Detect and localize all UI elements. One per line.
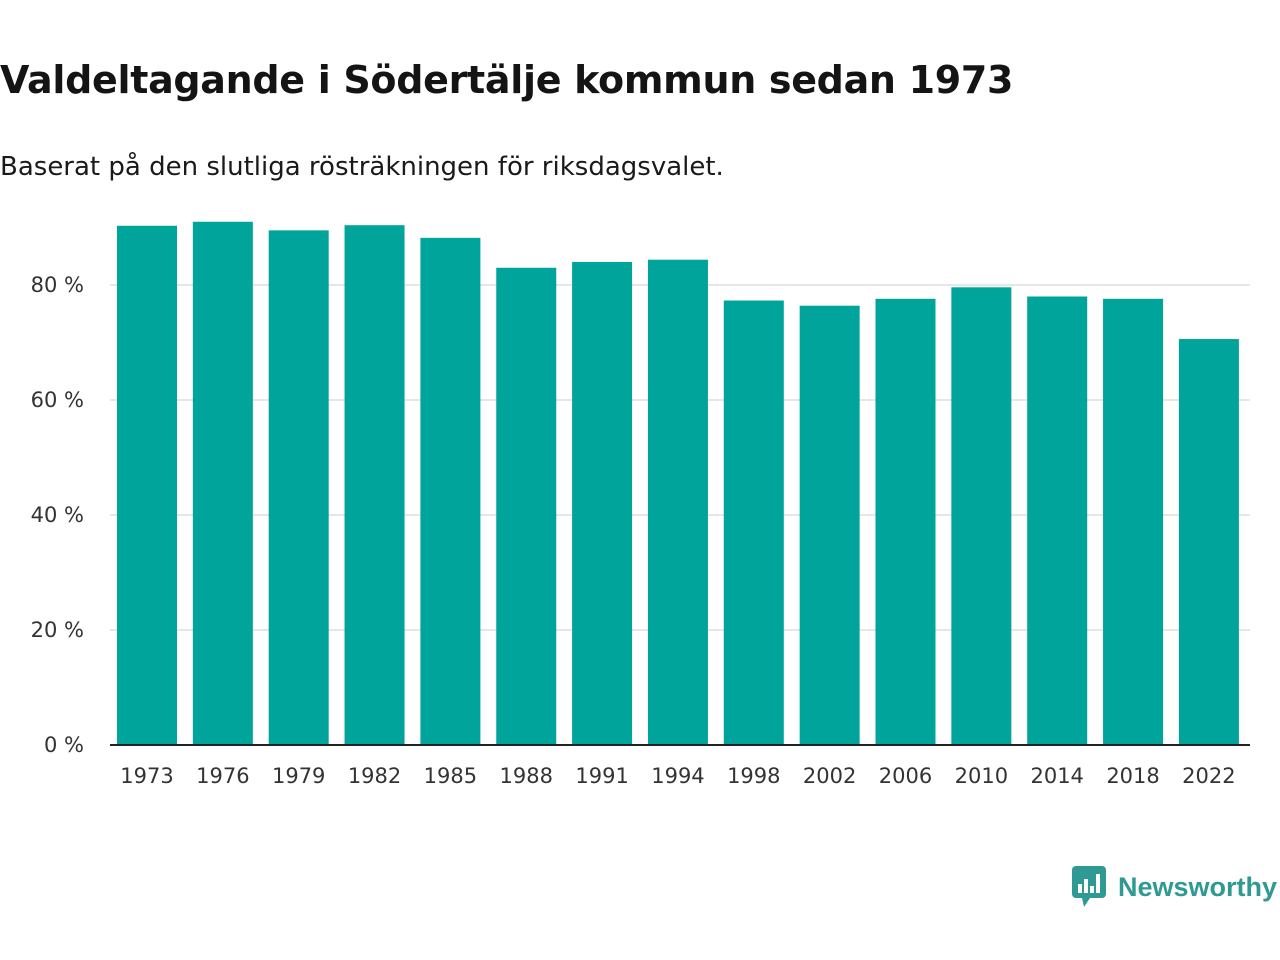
x-tick-label: 1988 bbox=[500, 764, 553, 788]
bar-1988[interactable] bbox=[496, 267, 557, 745]
bar-1998[interactable] bbox=[723, 300, 784, 745]
chart-title: Valdeltagande i Södertälje kommun sedan … bbox=[0, 58, 1014, 102]
bar-1982[interactable] bbox=[344, 225, 405, 745]
bar-2018[interactable] bbox=[1103, 298, 1164, 745]
bar-1994[interactable] bbox=[647, 259, 708, 745]
x-tick-label: 2006 bbox=[879, 764, 932, 788]
y-tick-label: 40 % bbox=[31, 503, 84, 527]
y-tick-label: 0 % bbox=[44, 733, 84, 757]
y-tick-labels: 0 % 20 % 40 % 60 % 80 % bbox=[31, 273, 84, 757]
x-tick-label: 1979 bbox=[272, 764, 325, 788]
bar-1976[interactable] bbox=[192, 221, 253, 745]
bar-2006[interactable] bbox=[875, 298, 936, 745]
bar-1979[interactable] bbox=[268, 230, 329, 745]
brand-logo[interactable]: Newsworthy bbox=[1072, 866, 1277, 908]
x-tick-label: 2010 bbox=[955, 764, 1008, 788]
newsworthy-logo-icon bbox=[1072, 866, 1106, 907]
x-tick-label: 1998 bbox=[727, 764, 780, 788]
chart-subtitle: Baserat på den slutliga rösträkningen fö… bbox=[0, 152, 724, 182]
bar-2002[interactable] bbox=[799, 305, 860, 745]
x-tick-labels: 1973 1976 1979 1982 1985 1988 1991 1994 1998 2002… bbox=[120, 764, 1235, 788]
bar-2010[interactable] bbox=[951, 287, 1012, 745]
bar-1973[interactable] bbox=[117, 225, 177, 745]
x-tick-label: 1991 bbox=[575, 764, 628, 788]
brand-name: Newsworthy bbox=[1118, 871, 1278, 902]
bars bbox=[117, 221, 1239, 746]
x-tick-label: 2018 bbox=[1106, 764, 1159, 788]
bar-2022[interactable] bbox=[1178, 339, 1239, 745]
x-tick-label: 1976 bbox=[196, 764, 249, 788]
y-tick-label: 20 % bbox=[31, 618, 84, 642]
bar-1985[interactable] bbox=[420, 237, 481, 745]
bar-chart: 0 % 20 % 40 % 60 % 80 % 1973 1976 1979 1982 1985… bbox=[31, 221, 1250, 788]
x-tick-label: 1994 bbox=[651, 764, 704, 788]
x-tick-label: 1982 bbox=[348, 764, 401, 788]
y-tick-label: 60 % bbox=[31, 388, 84, 412]
y-tick-label: 80 % bbox=[31, 273, 84, 297]
x-tick-label: 2002 bbox=[803, 764, 856, 788]
bar-1991[interactable] bbox=[572, 262, 633, 745]
bar-2014[interactable] bbox=[1027, 296, 1088, 746]
x-tick-label: 2022 bbox=[1182, 764, 1235, 788]
x-tick-label: 1973 bbox=[120, 764, 173, 788]
x-tick-label: 1985 bbox=[424, 764, 477, 788]
x-tick-label: 2014 bbox=[1030, 764, 1083, 788]
